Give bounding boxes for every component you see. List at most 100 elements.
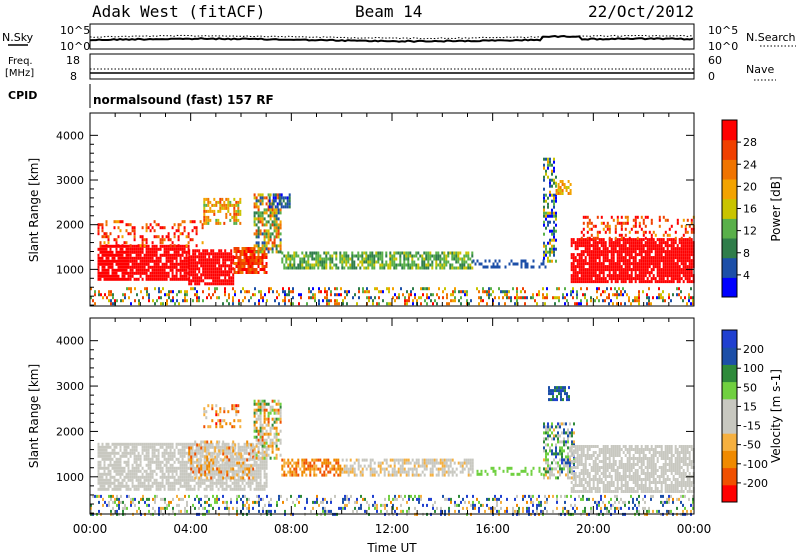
data-cell: [320, 290, 322, 294]
data-cell: [268, 202, 271, 206]
data-cell: [192, 279, 195, 283]
data-cell: [215, 442, 218, 446]
data-cell: [582, 268, 585, 272]
data-cell: [311, 467, 314, 471]
data-cell: [147, 274, 150, 278]
data-cell: [326, 299, 328, 303]
data-cell: [101, 445, 104, 449]
data-cell: [543, 223, 545, 227]
data-cell: [206, 446, 209, 450]
data-cell: [177, 448, 180, 452]
data-cell: [255, 463, 258, 467]
data-cell: [319, 263, 322, 267]
data-cell: [498, 259, 501, 263]
data-cell: [375, 251, 378, 255]
data-cell: [243, 457, 246, 461]
data-cell: [638, 265, 641, 269]
data-cell: [129, 247, 132, 251]
data-cell: [117, 457, 120, 461]
data-cell: [145, 487, 148, 491]
data-cell: [606, 221, 609, 225]
data-cell: [602, 268, 605, 272]
data-cell: [191, 454, 194, 458]
data-cell: [184, 296, 186, 300]
data-cell: [278, 196, 281, 200]
data-cell: [312, 293, 314, 297]
data-cell: [277, 417, 280, 421]
data-region: [281, 251, 474, 270]
data-cell: [400, 287, 402, 291]
data-cell: [279, 226, 282, 230]
data-cell: [99, 241, 102, 245]
data-cell: [224, 282, 227, 286]
data-cell: [147, 277, 150, 281]
data-cell: [109, 475, 112, 479]
data-cell: [465, 251, 468, 255]
data-cell: [187, 244, 190, 248]
data-cell: [656, 265, 659, 269]
data-cell: [235, 478, 238, 482]
data-cell: [125, 250, 128, 254]
data-cell: [545, 157, 547, 161]
data-cell: [288, 293, 290, 297]
data-cell: [135, 484, 138, 488]
data-cell: [207, 484, 210, 488]
data-cell: [275, 417, 278, 421]
data-cell: [263, 453, 266, 457]
data-cell: [129, 268, 132, 272]
data-cell: [129, 250, 132, 254]
data-cell: [255, 487, 258, 491]
data-cell: [105, 253, 108, 257]
data-cell: [265, 202, 268, 206]
data-cell: [580, 271, 583, 275]
data-cell: [214, 287, 216, 291]
data-cell: [232, 279, 235, 283]
data-cell: [421, 260, 424, 264]
data-cell: [610, 241, 613, 245]
data-cell: [97, 478, 100, 482]
data-cell: [574, 271, 577, 275]
data-cell: [212, 270, 215, 274]
data-cell: [141, 271, 144, 275]
data-cell: [524, 262, 527, 266]
data-cell: [391, 254, 394, 258]
data-cell: [586, 253, 589, 257]
data-cell: [159, 268, 162, 272]
data-cell: [117, 277, 120, 281]
data-cell: [662, 268, 665, 272]
data-cell: [198, 446, 201, 450]
data-cell: [163, 487, 166, 491]
data-cell: [373, 470, 376, 474]
data-cell: [255, 451, 258, 455]
data-cell: [101, 268, 104, 272]
data-cell: [551, 193, 553, 197]
data-cell: [305, 467, 308, 471]
data-cell: [674, 256, 677, 260]
data-cell: [313, 473, 316, 477]
data-cell: [101, 235, 104, 239]
data-cell: [151, 253, 154, 257]
data-cell: [606, 296, 608, 300]
data-cell: [576, 241, 579, 245]
data-cell: [232, 296, 234, 300]
data-cell: [576, 302, 578, 306]
data-cell: [147, 451, 150, 455]
data-cell: [139, 262, 142, 266]
data-cell: [131, 247, 134, 251]
data-cell: [289, 473, 292, 477]
data-cell: [191, 460, 194, 464]
data-cell: [188, 452, 191, 456]
data-cell: [218, 252, 221, 256]
data-cell: [131, 271, 134, 275]
data-cell: [385, 263, 388, 267]
data-cell: [230, 282, 233, 286]
data-cell: [586, 299, 588, 303]
data-cell: [196, 255, 199, 259]
data-cell: [159, 442, 162, 446]
data-cell: [367, 464, 370, 468]
data-cell: [396, 296, 398, 300]
data-cell: [331, 467, 334, 471]
data-cell: [547, 223, 549, 227]
data-cell: [648, 280, 651, 284]
data-cell: [190, 255, 193, 259]
